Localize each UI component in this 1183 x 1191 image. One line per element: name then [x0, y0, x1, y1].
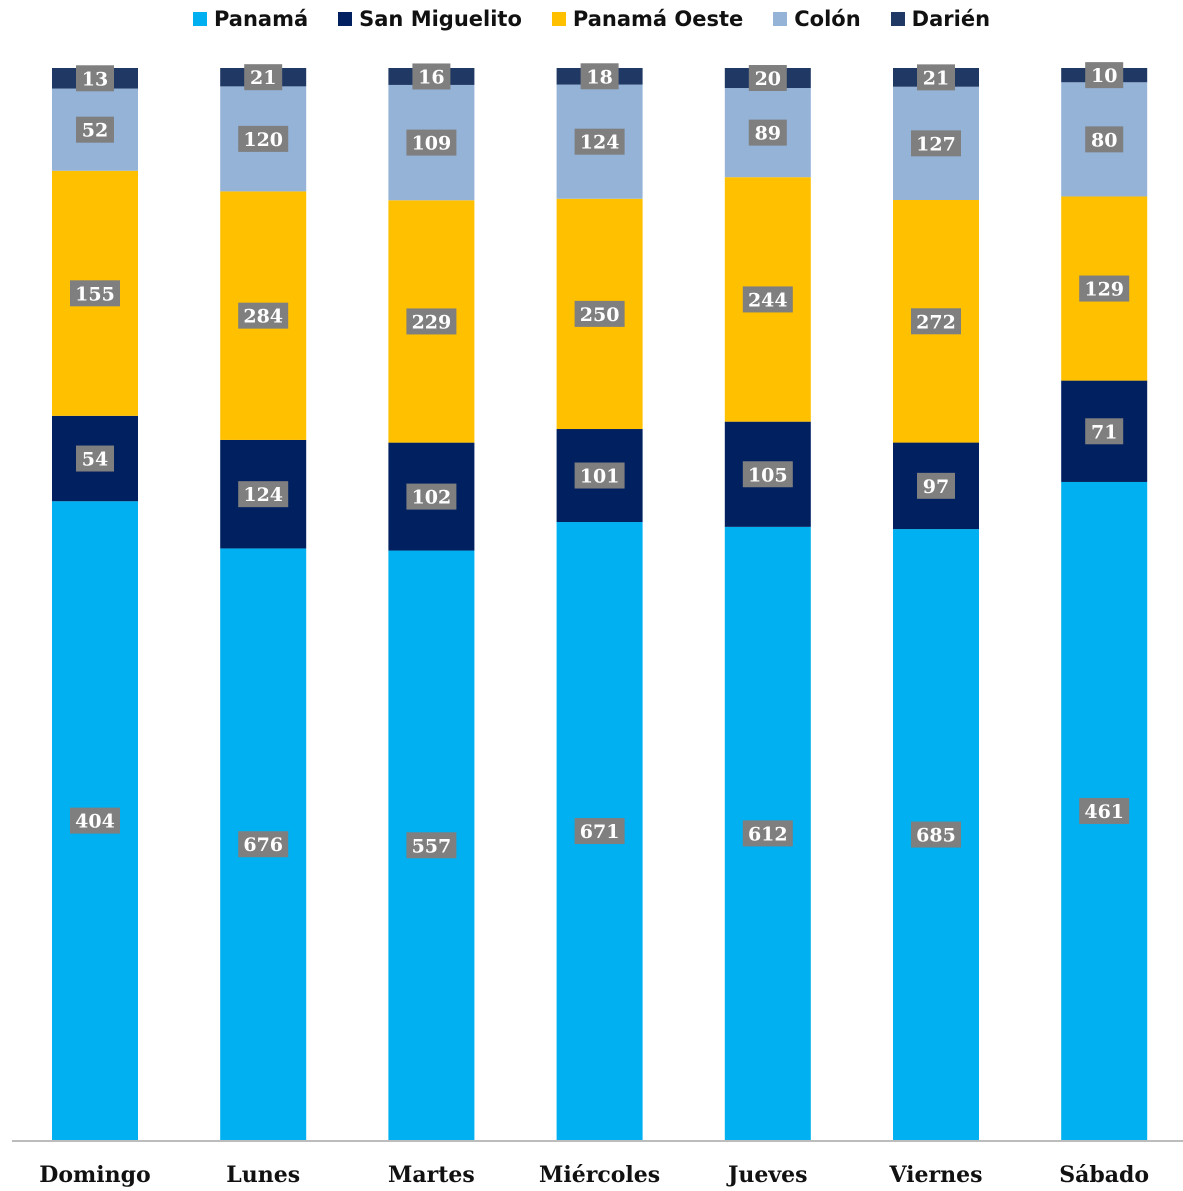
legend-swatch-0 [192, 12, 207, 26]
x-tick-label-3: Miércoles [539, 1162, 660, 1188]
x-tick-label-6: Sábado [1059, 1162, 1149, 1188]
data-label-6-0: 461 [1084, 801, 1124, 823]
x-tick-label-4: Jueves [726, 1162, 808, 1188]
x-tick-label-2: Martes [388, 1162, 475, 1188]
data-label-bg-6-2 [1079, 275, 1130, 302]
data-label-bg-0-3 [76, 116, 114, 143]
data-label-6-1: 71 [1091, 421, 1117, 443]
data-label-2-2: 229 [412, 311, 452, 333]
data-label-bg-1-1 [238, 481, 289, 508]
data-label-bg-0-1 [76, 445, 114, 472]
data-label-4-0: 612 [748, 823, 788, 845]
data-label-1-3: 120 [243, 129, 283, 151]
data-label-bg-4-1 [742, 461, 793, 488]
legend-swatch-3 [773, 12, 788, 26]
data-label-2-3: 109 [412, 133, 452, 155]
data-label-3-2: 250 [580, 304, 620, 326]
legend-label-3: Colón [794, 7, 861, 31]
data-label-4-4: 20 [755, 68, 781, 90]
data-label-0-3: 52 [82, 120, 108, 142]
legend-label-1: San Miguelito [359, 7, 522, 31]
data-label-bg-3-2 [574, 300, 625, 327]
legend-label-2: Panamá Oeste [572, 7, 744, 31]
data-label-bg-1-3 [238, 125, 289, 152]
data-label-4-3: 89 [755, 123, 781, 145]
data-label-2-1: 102 [412, 487, 452, 509]
data-label-bg-5-1 [917, 472, 955, 499]
data-label-3-4: 18 [586, 66, 612, 88]
data-label-5-0: 685 [916, 825, 956, 847]
data-label-5-4: 21 [923, 67, 949, 89]
legend-item-0: Panamá [192, 7, 309, 31]
data-label-bg-0-2 [70, 280, 120, 307]
data-label-3-1: 101 [580, 466, 620, 488]
data-label-bg-5-0 [911, 821, 961, 848]
legend-item-4: Darién [890, 7, 991, 31]
data-label-bg-6-4 [1085, 62, 1124, 89]
data-label-0-4: 13 [82, 68, 108, 90]
data-label-bg-4-3 [748, 119, 787, 146]
data-label-1-0: 676 [243, 834, 283, 856]
data-label-bg-2-4 [412, 63, 451, 90]
data-label-bg-2-3 [406, 129, 457, 156]
data-label-bg-2-1 [406, 483, 457, 510]
legend: Panamá San Miguelito Panamá Oeste Colón Dari… [0, 4, 1183, 34]
data-label-bg-3-3 [574, 128, 625, 155]
data-label-bg-1-4 [244, 64, 283, 91]
x-tick-label-5: Viernes [888, 1162, 982, 1188]
data-label-bg-6-1 [1085, 418, 1124, 445]
data-label-5-1: 97 [923, 476, 949, 498]
legend-item-3: Colón [773, 7, 861, 31]
data-label-0-2: 155 [75, 283, 115, 305]
data-label-1-4: 21 [250, 67, 276, 89]
x-tick-label-1: Lunes [226, 1162, 300, 1188]
data-label-bg-4-0 [742, 820, 793, 847]
data-label-bg-5-2 [911, 308, 961, 335]
data-label-bg-6-0 [1079, 797, 1130, 824]
data-label-6-4: 10 [1091, 65, 1117, 87]
data-label-6-3: 80 [1091, 129, 1117, 151]
data-label-1-2: 284 [243, 306, 283, 328]
data-label-5-3: 127 [916, 133, 956, 155]
legend-label-4: Darién [911, 7, 991, 31]
legend-swatch-2 [551, 12, 566, 26]
data-label-0-0: 404 [75, 811, 115, 833]
data-label-bg-3-4 [580, 63, 619, 90]
data-label-bg-6-3 [1085, 126, 1124, 153]
legend-swatch-4 [890, 12, 905, 26]
data-label-3-0: 671 [580, 821, 620, 843]
legend-label-0: Panamá [213, 7, 309, 31]
data-label-2-0: 557 [412, 835, 452, 857]
legend-item-2: Panamá Oeste [551, 7, 744, 31]
data-label-bg-3-0 [574, 818, 625, 845]
data-label-bg-1-2 [238, 302, 289, 329]
data-label-bg-5-3 [911, 130, 961, 157]
legend-item-1: San Miguelito [338, 7, 522, 31]
data-label-bg-0-0 [70, 807, 120, 834]
data-label-5-2: 272 [916, 311, 956, 333]
data-label-bg-2-0 [406, 832, 457, 859]
data-label-0-1: 54 [82, 449, 108, 471]
data-label-4-1: 105 [748, 464, 788, 486]
data-label-bg-2-2 [406, 308, 457, 335]
data-label-bg-1-0 [238, 831, 289, 858]
data-label-bg-3-1 [574, 462, 625, 489]
data-label-4-2: 244 [748, 289, 788, 311]
legend-swatch-1 [338, 12, 353, 26]
data-label-2-4: 16 [418, 66, 444, 88]
data-label-bg-5-4 [917, 64, 955, 91]
data-label-bg-4-2 [742, 286, 793, 313]
data-label-bg-4-4 [748, 65, 787, 92]
data-label-3-3: 124 [580, 132, 620, 154]
x-tick-label-0: Domingo [39, 1162, 150, 1188]
data-label-bg-0-4 [76, 65, 114, 92]
data-label-6-2: 129 [1084, 279, 1124, 301]
data-label-1-1: 124 [243, 484, 283, 506]
